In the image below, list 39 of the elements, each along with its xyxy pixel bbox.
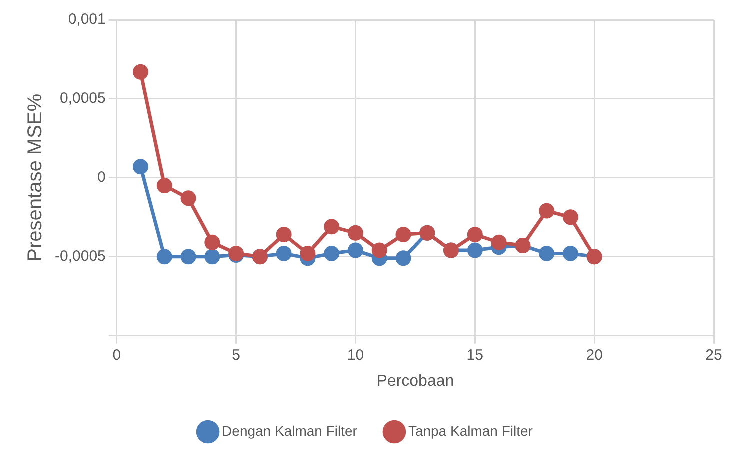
point bbox=[204, 249, 220, 265]
point bbox=[204, 234, 220, 250]
x-tick-label: 20 bbox=[586, 346, 603, 364]
point bbox=[276, 246, 292, 262]
point bbox=[276, 226, 292, 242]
point bbox=[348, 225, 364, 241]
point bbox=[467, 226, 483, 242]
y-tick-label: 0,0005 bbox=[60, 90, 106, 108]
point bbox=[324, 219, 340, 235]
point bbox=[562, 246, 578, 262]
x-tick-label: 25 bbox=[706, 346, 722, 364]
point bbox=[539, 246, 555, 262]
y-tick-label: 0,001 bbox=[68, 11, 106, 28]
point bbox=[396, 226, 412, 242]
x-tick-label: 10 bbox=[347, 346, 364, 364]
point bbox=[539, 203, 555, 219]
point bbox=[324, 246, 340, 262]
point bbox=[180, 249, 196, 265]
point bbox=[133, 64, 149, 80]
x-tick-label: 0 bbox=[112, 346, 122, 364]
point bbox=[348, 242, 364, 258]
point bbox=[491, 234, 507, 250]
y-tick-label: 0 bbox=[98, 169, 106, 186]
point bbox=[396, 250, 412, 266]
point bbox=[467, 242, 483, 258]
x-tick-label: 15 bbox=[466, 346, 484, 364]
point bbox=[180, 190, 196, 206]
x-axis-title: Percobaan bbox=[376, 372, 454, 390]
x-tick-label: 5 bbox=[232, 346, 240, 364]
point bbox=[372, 242, 388, 258]
legend-label: Dengan Kalman Filter bbox=[222, 422, 358, 439]
y-axis-title: Presentase MSE% bbox=[24, 94, 47, 262]
point bbox=[133, 159, 149, 175]
point bbox=[300, 246, 316, 262]
point bbox=[156, 178, 172, 194]
point bbox=[562, 210, 578, 226]
point bbox=[156, 249, 172, 265]
legend-label: Tanpa Kalman Filter bbox=[408, 422, 534, 439]
y-tick-label: -0,0005 bbox=[55, 248, 106, 265]
